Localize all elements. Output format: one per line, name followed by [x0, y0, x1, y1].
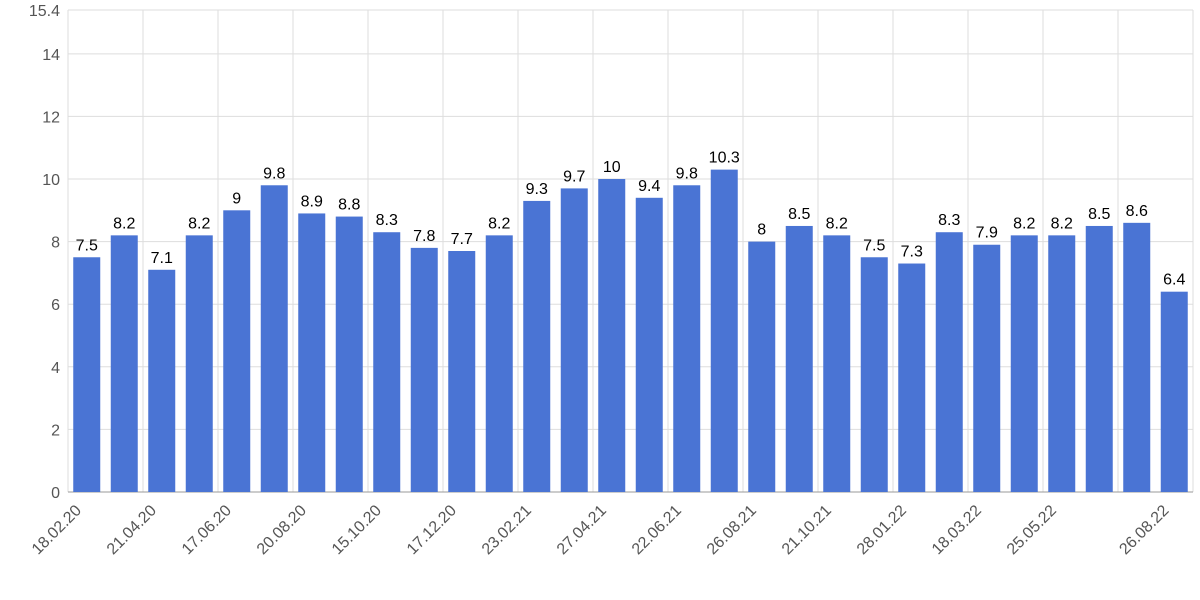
x-tick-label: 28.01.22 — [854, 502, 910, 558]
bar — [823, 235, 851, 492]
data-label: 9.3 — [526, 181, 548, 198]
x-tick-label: 17.12.20 — [404, 502, 460, 558]
bar — [1123, 222, 1151, 492]
data-label: 10.3 — [709, 150, 740, 167]
bar — [223, 210, 251, 492]
data-label: 7.3 — [901, 244, 923, 261]
data-label: 8.2 — [113, 215, 135, 232]
y-tick-label: 12 — [42, 109, 60, 126]
data-label: 8.8 — [338, 197, 360, 214]
data-label: 7.1 — [151, 250, 173, 267]
x-tick-label: 18.03.22 — [929, 502, 985, 558]
data-label: 7.5 — [863, 237, 885, 254]
bar — [335, 216, 363, 493]
y-tick-label: 0 — [51, 485, 60, 502]
data-label: 7.7 — [451, 231, 473, 248]
x-tick-label: 18.02.20 — [29, 502, 85, 558]
data-label: 7.9 — [976, 225, 998, 242]
data-label: 8.9 — [301, 193, 323, 210]
data-label: 8.6 — [1126, 203, 1148, 220]
y-tick-label: 2 — [51, 422, 60, 439]
x-tick-label: 22.06.21 — [629, 502, 685, 558]
data-label: 8.5 — [788, 206, 810, 223]
y-tick-label: 10 — [42, 172, 60, 189]
x-tick-label: 25.05.22 — [1004, 502, 1060, 558]
data-label: 8.3 — [938, 212, 960, 229]
x-tick-label: 17.06.20 — [179, 502, 235, 558]
bar — [598, 179, 626, 492]
data-label: 8.3 — [376, 212, 398, 229]
data-label: 9.4 — [638, 178, 660, 195]
bar — [1048, 235, 1076, 492]
bar — [785, 225, 813, 492]
bar — [673, 185, 701, 493]
data-label: 10 — [603, 159, 621, 176]
bar — [185, 235, 213, 492]
bar — [973, 244, 1001, 492]
bar — [1010, 235, 1038, 492]
data-label: 8.2 — [188, 215, 210, 232]
y-tick-label: 15.4 — [29, 3, 60, 20]
bar — [898, 263, 926, 492]
data-label: 7.8 — [413, 228, 435, 245]
data-label: 9.7 — [563, 168, 585, 185]
bar — [1085, 225, 1113, 492]
bar — [560, 188, 588, 493]
data-label: 8 — [757, 222, 766, 239]
data-label: 9 — [232, 190, 241, 207]
data-label: 9.8 — [263, 165, 285, 182]
bar — [935, 232, 963, 493]
y-tick-label: 6 — [51, 297, 60, 314]
bar — [410, 247, 438, 492]
x-tick-label: 21.10.21 — [779, 502, 835, 558]
y-tick-label: 4 — [51, 360, 60, 377]
data-label: 7.5 — [76, 237, 98, 254]
x-tick-label: 15.10.20 — [329, 502, 385, 558]
bar — [298, 213, 326, 492]
data-label: 8.2 — [1013, 215, 1035, 232]
data-label: 8.5 — [1088, 206, 1110, 223]
x-tick-label: 23.02.21 — [479, 502, 535, 558]
y-tick-label: 8 — [51, 235, 60, 252]
x-tick-label: 21.04.20 — [104, 502, 160, 558]
data-label: 8.2 — [1051, 215, 1073, 232]
bar — [710, 169, 738, 492]
bar — [260, 185, 288, 493]
y-tick-label: 14 — [42, 47, 60, 64]
bar — [1160, 291, 1188, 492]
bar — [373, 232, 401, 493]
data-label: 6.4 — [1163, 272, 1185, 289]
bar — [110, 235, 138, 492]
bar — [148, 269, 176, 492]
x-tick-label: 27.04.21 — [554, 502, 610, 558]
bar — [523, 200, 551, 493]
x-tick-label: 20.08.20 — [254, 502, 310, 558]
bar — [635, 197, 663, 492]
x-tick-label: 26.08.22 — [1116, 502, 1172, 558]
x-tick-label: 26.08.21 — [704, 502, 760, 558]
bar — [73, 257, 101, 492]
bar — [748, 241, 776, 492]
bar — [448, 251, 476, 492]
data-label: 8.2 — [488, 215, 510, 232]
bar — [485, 235, 513, 492]
data-label: 8.2 — [826, 215, 848, 232]
data-label: 9.8 — [676, 165, 698, 182]
bar — [860, 257, 888, 492]
